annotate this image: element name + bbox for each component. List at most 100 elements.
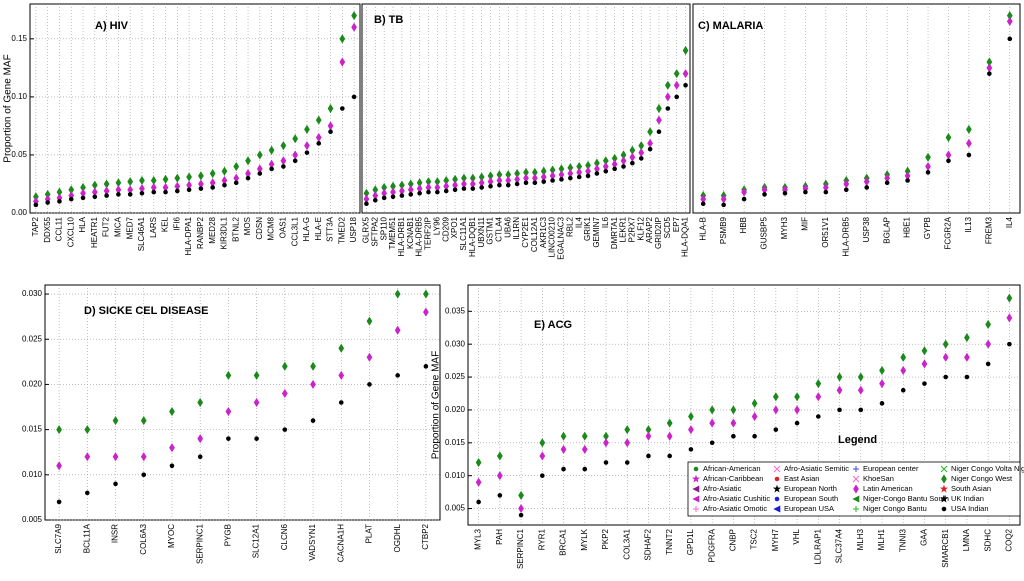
y-tick-label: 0.020 [22, 380, 43, 389]
x-tick-label: LDLRAP1 [813, 528, 822, 564]
x-tick-label: TNNT2 [665, 528, 674, 554]
data-point [816, 414, 821, 419]
legend-marker [692, 485, 700, 493]
y-tick-label: 0.025 [445, 372, 466, 381]
x-tick-label: CLCN6 [280, 523, 289, 550]
data-point [476, 499, 481, 505]
x-tick-label: GRID2IP [654, 217, 663, 249]
legend-label: KhoeSan [863, 474, 894, 483]
data-point [741, 196, 747, 202]
data-point [666, 418, 673, 428]
data-point [666, 431, 673, 441]
x-tick-label: UBA6 [503, 216, 512, 237]
data-point [621, 164, 626, 169]
x-tick-label: LY96 [432, 216, 441, 235]
data-point [339, 34, 346, 44]
data-point [751, 411, 758, 422]
data-point [629, 152, 636, 162]
x-tick-label: HLA-DPA1 [184, 216, 193, 255]
x-tick-label: HLA [78, 216, 87, 232]
y-axis-label: Proportion of Gene MAF [431, 351, 442, 459]
data-point [282, 427, 288, 432]
data-point [667, 453, 672, 459]
data-point [518, 503, 524, 514]
x-tick-label: SLC37A4 [835, 528, 844, 563]
legend-label: European center [863, 464, 919, 473]
y-tick-label: 0.015 [22, 425, 43, 434]
x-tick-label: MYOC [167, 524, 176, 548]
data-point [197, 397, 204, 408]
y-tick-label: 0.030 [445, 339, 466, 348]
legend-label: Afro-Asiatic Semitic [784, 464, 849, 473]
x-tick-label: IL6 [601, 216, 610, 228]
data-point [603, 168, 609, 174]
x-tick-label: KCNAB1 [406, 216, 415, 249]
data-point [338, 343, 345, 353]
panel-title: A) HIV [95, 20, 129, 32]
x-tick-label: STT3A [326, 216, 335, 242]
panel-title: C) MALARIA [698, 20, 763, 32]
x-tick-label: HLA-G [302, 217, 311, 241]
data-point [645, 431, 652, 441]
data-point [837, 407, 842, 413]
data-point [245, 156, 251, 166]
data-point [366, 352, 373, 362]
y-tick-label: 0.020 [445, 405, 466, 414]
data-point [688, 447, 694, 452]
data-point [505, 182, 511, 188]
legend-marker [693, 506, 699, 512]
data-point [254, 436, 259, 441]
data-point [594, 171, 600, 176]
data-point [256, 150, 263, 160]
data-point [985, 339, 992, 349]
x-tick-label: TAP2 [31, 216, 40, 236]
data-point [292, 150, 299, 160]
x-tick-label: GUSBP5 [760, 216, 769, 249]
data-point [964, 352, 970, 362]
data-point [1006, 313, 1013, 323]
x-tick-label: UBXN11 [477, 216, 486, 247]
data-point [496, 471, 503, 481]
x-tick-label: COQ2 [1004, 528, 1013, 551]
data-point [225, 406, 232, 417]
y-tick-label: 0.010 [445, 471, 466, 480]
data-point [582, 466, 588, 472]
x-tick-label: GAA [920, 528, 929, 546]
data-point [638, 148, 645, 158]
x-tick-label: SFTPA2 [370, 216, 379, 246]
x-tick-label: BCL11A [82, 523, 91, 553]
data-point [879, 365, 885, 376]
data-point [638, 156, 644, 161]
legend-label: Latin American [863, 484, 913, 493]
x-tick-label: ARAP2 [645, 216, 654, 243]
x-tick-label: FUT2 [102, 216, 111, 237]
data-point [112, 416, 119, 426]
data-point [964, 374, 970, 380]
x-tick-label: RANBP2 [196, 216, 205, 249]
data-point [209, 168, 216, 179]
x-tick-label: PKP2 [601, 528, 610, 549]
data-point [541, 179, 547, 184]
data-point [253, 397, 260, 408]
legend-marker [939, 494, 949, 503]
data-point [127, 177, 134, 187]
x-tick-label: TSC2 [750, 528, 759, 549]
data-point [858, 407, 864, 413]
data-point [162, 174, 169, 184]
plot-frame [692, 3, 1021, 214]
x-tick-label: VADSYN1 [308, 523, 317, 560]
x-tick-label: HLA-E [314, 217, 323, 241]
data-point [709, 418, 716, 428]
x-tick-label: EGALNAC3 [557, 216, 566, 259]
data-point [709, 440, 715, 446]
data-point [925, 161, 931, 172]
legend-marker [941, 474, 947, 484]
y-tick-label: 0.15 [11, 34, 27, 43]
data-point [351, 94, 357, 100]
x-tick-label: AKR1C3 [539, 216, 548, 248]
data-point [815, 379, 822, 389]
data-point [310, 418, 316, 423]
data-point [56, 499, 62, 505]
data-point [226, 436, 231, 441]
data-point [56, 461, 62, 471]
